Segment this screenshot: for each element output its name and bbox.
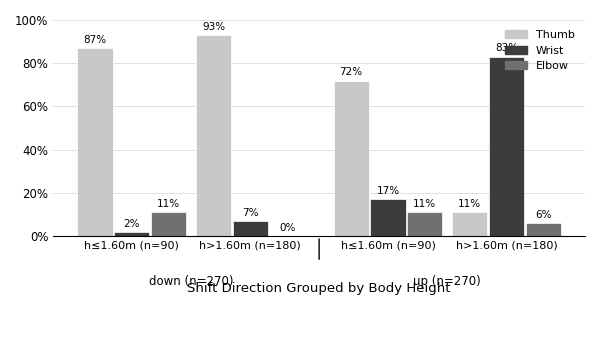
Text: 17%: 17%: [376, 186, 400, 196]
Bar: [114, 232, 149, 236]
Text: down (n=270): down (n=270): [149, 275, 233, 288]
Text: 2%: 2%: [124, 219, 140, 228]
Bar: [526, 223, 561, 236]
Text: 11%: 11%: [413, 199, 436, 209]
Bar: [489, 57, 524, 236]
Text: 11%: 11%: [157, 199, 180, 209]
Text: 0%: 0%: [279, 223, 295, 233]
Bar: [196, 35, 231, 236]
Text: 83%: 83%: [495, 44, 518, 53]
Bar: [151, 212, 186, 236]
Text: 87%: 87%: [83, 35, 107, 45]
Text: 6%: 6%: [535, 210, 551, 220]
Bar: [452, 212, 487, 236]
Text: 93%: 93%: [202, 22, 225, 32]
Text: 72%: 72%: [340, 67, 362, 77]
Legend: Thumb, Wrist, Elbow: Thumb, Wrist, Elbow: [500, 26, 580, 76]
Bar: [334, 80, 369, 236]
Bar: [370, 199, 406, 236]
Text: up (n=270): up (n=270): [413, 275, 481, 288]
X-axis label: Shift Direction Grouped by Body Height: Shift Direction Grouped by Body Height: [187, 282, 451, 294]
Text: 7%: 7%: [242, 208, 259, 218]
Bar: [407, 212, 442, 236]
Bar: [233, 221, 268, 236]
Text: 11%: 11%: [458, 199, 481, 209]
Bar: [77, 48, 113, 236]
